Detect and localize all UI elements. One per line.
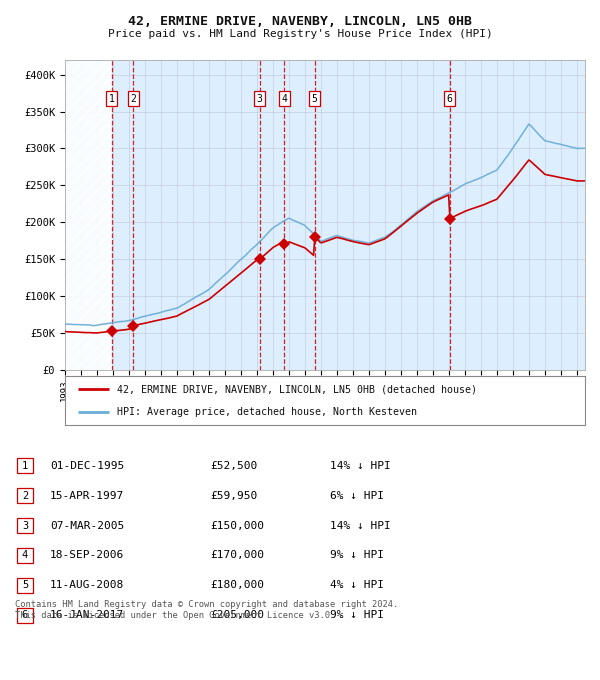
Text: 6: 6 <box>446 94 452 103</box>
Text: 6% ↓ HPI: 6% ↓ HPI <box>330 490 384 500</box>
Text: £52,500: £52,500 <box>210 460 257 471</box>
Text: 3: 3 <box>257 94 263 103</box>
Text: 5: 5 <box>312 94 317 103</box>
FancyBboxPatch shape <box>17 548 33 563</box>
Text: 9% ↓ HPI: 9% ↓ HPI <box>330 550 384 560</box>
Text: 4: 4 <box>281 94 287 103</box>
Text: 42, ERMINE DRIVE, NAVENBY, LINCOLN, LN5 0HB (detached house): 42, ERMINE DRIVE, NAVENBY, LINCOLN, LN5 … <box>117 384 477 394</box>
Text: HPI: Average price, detached house, North Kesteven: HPI: Average price, detached house, Nort… <box>117 407 417 417</box>
Text: £205,000: £205,000 <box>210 610 264 620</box>
Text: 9% ↓ HPI: 9% ↓ HPI <box>330 610 384 620</box>
FancyBboxPatch shape <box>17 518 33 533</box>
Text: 42, ERMINE DRIVE, NAVENBY, LINCOLN, LN5 0HB: 42, ERMINE DRIVE, NAVENBY, LINCOLN, LN5 … <box>128 15 472 28</box>
Text: Contains HM Land Registry data © Crown copyright and database right 2024.: Contains HM Land Registry data © Crown c… <box>15 600 398 609</box>
Text: 07-MAR-2005: 07-MAR-2005 <box>50 520 124 530</box>
Text: 16-JAN-2017: 16-JAN-2017 <box>50 610 124 620</box>
Text: 18-SEP-2006: 18-SEP-2006 <box>50 550 124 560</box>
FancyBboxPatch shape <box>17 608 33 623</box>
Text: This data is licensed under the Open Government Licence v3.0.: This data is licensed under the Open Gov… <box>15 611 335 619</box>
Text: 4% ↓ HPI: 4% ↓ HPI <box>330 580 384 590</box>
Bar <box>65 60 112 370</box>
Text: 14% ↓ HPI: 14% ↓ HPI <box>330 460 391 471</box>
Text: 1: 1 <box>109 94 115 103</box>
Text: 2: 2 <box>22 490 28 500</box>
Text: £180,000: £180,000 <box>210 580 264 590</box>
Text: £150,000: £150,000 <box>210 520 264 530</box>
Text: 2: 2 <box>131 94 136 103</box>
Text: 1: 1 <box>22 460 28 471</box>
FancyBboxPatch shape <box>17 488 33 503</box>
Text: 4: 4 <box>22 550 28 560</box>
Text: 11-AUG-2008: 11-AUG-2008 <box>50 580 124 590</box>
Text: 6: 6 <box>22 610 28 620</box>
Text: 01-DEC-1995: 01-DEC-1995 <box>50 460 124 471</box>
FancyBboxPatch shape <box>17 578 33 593</box>
Text: Price paid vs. HM Land Registry's House Price Index (HPI): Price paid vs. HM Land Registry's House … <box>107 29 493 39</box>
Text: 14% ↓ HPI: 14% ↓ HPI <box>330 520 391 530</box>
FancyBboxPatch shape <box>17 458 33 473</box>
Text: £170,000: £170,000 <box>210 550 264 560</box>
Text: £59,950: £59,950 <box>210 490 257 500</box>
Text: 5: 5 <box>22 580 28 590</box>
Text: 15-APR-1997: 15-APR-1997 <box>50 490 124 500</box>
Text: 3: 3 <box>22 520 28 530</box>
